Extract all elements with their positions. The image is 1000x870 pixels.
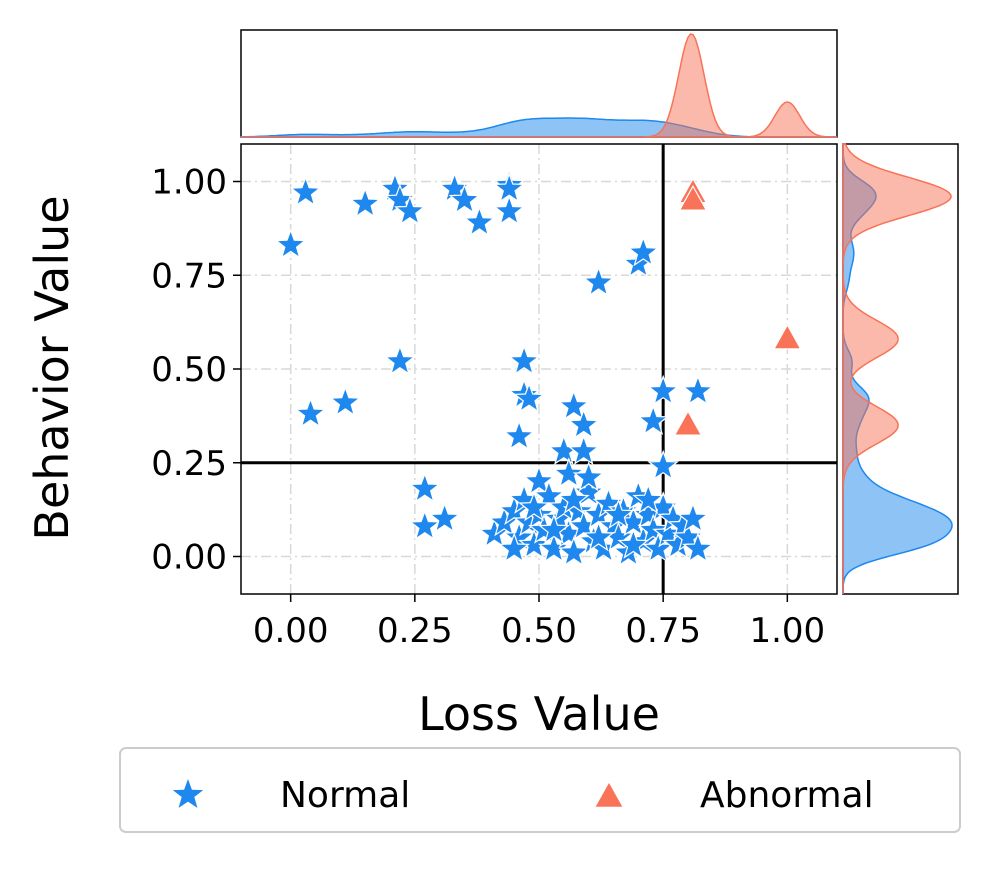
point-abnormal <box>673 410 703 436</box>
point-normal <box>682 374 714 406</box>
point-normal <box>557 483 590 514</box>
point-normal <box>503 419 536 451</box>
point-normal <box>498 532 531 563</box>
point-normal <box>329 386 362 417</box>
right-marginal-kde <box>842 143 959 595</box>
point-abnormal <box>678 185 708 211</box>
point-normal <box>384 344 416 376</box>
point-normal <box>408 509 441 541</box>
point-normal <box>518 491 550 522</box>
top-marginal-kde <box>240 29 838 138</box>
point-normal <box>274 228 307 259</box>
point-normal <box>557 389 590 421</box>
x-tick-label: 0.75 <box>625 611 701 651</box>
point-normal <box>677 502 709 533</box>
point-normal <box>647 374 680 406</box>
point-normal <box>552 457 585 488</box>
y-tick-label: 0.75 <box>151 256 227 296</box>
point-normal <box>582 521 615 552</box>
point-normal <box>408 472 441 503</box>
point-abnormal <box>773 323 802 350</box>
y-tick-label: 0.25 <box>151 444 227 484</box>
point-normal <box>617 528 650 559</box>
point-normal <box>448 183 481 214</box>
point-normal <box>682 532 714 563</box>
point-normal <box>294 397 327 428</box>
point-normal <box>518 528 550 559</box>
point-normal <box>567 434 600 466</box>
point-normal <box>572 476 605 507</box>
point-normal <box>557 536 590 567</box>
point-normal <box>627 236 660 267</box>
legend-frame <box>119 747 961 833</box>
x-tick-label: 1.00 <box>749 611 825 651</box>
y-tick-label: 0.00 <box>151 538 227 578</box>
x-tick-label: 0.25 <box>377 611 453 651</box>
legend-marker-normal <box>172 779 204 808</box>
x-tick-label: 0.00 <box>253 611 329 651</box>
legend-marker-abnormal <box>595 783 623 807</box>
top-kde-normal <box>240 117 837 138</box>
point-normal <box>493 194 526 226</box>
point-normal <box>537 532 570 563</box>
y-tick-label: 1.00 <box>151 163 227 203</box>
scatter-panel: 0.00 0.25 0.50 0.75 1.00 0.00 0.25 0.50 0.75 1.00 <box>151 143 838 651</box>
point-normal <box>647 449 680 481</box>
x-tick-label: 0.50 <box>501 611 577 651</box>
x-axis-title: Loss Value <box>418 687 660 741</box>
point-normal <box>513 382 545 413</box>
right-kde-abnormal <box>842 143 952 594</box>
point-normal <box>637 404 670 436</box>
point-normal <box>602 498 635 529</box>
point-normal <box>493 172 526 203</box>
point-normal <box>537 513 570 544</box>
point-normal <box>572 461 605 492</box>
point-normal <box>582 266 615 297</box>
top-kde-abnormal <box>241 33 837 138</box>
legend: Normal Abnormal <box>119 747 961 833</box>
point-normal <box>508 344 541 376</box>
point-normal <box>393 194 426 226</box>
point-normal <box>463 206 496 237</box>
legend-label-normal: Normal <box>280 775 410 816</box>
point-normal <box>349 187 382 218</box>
y-tick-label: 0.50 <box>151 350 227 390</box>
point-normal <box>567 408 600 439</box>
point-normal <box>289 176 322 207</box>
legend-label-abnormal: Abnormal <box>700 775 874 816</box>
point-normal <box>632 483 665 514</box>
y-axis-title: Behavior Value <box>25 195 79 540</box>
point-normal <box>523 464 555 496</box>
point-normal <box>428 502 461 533</box>
